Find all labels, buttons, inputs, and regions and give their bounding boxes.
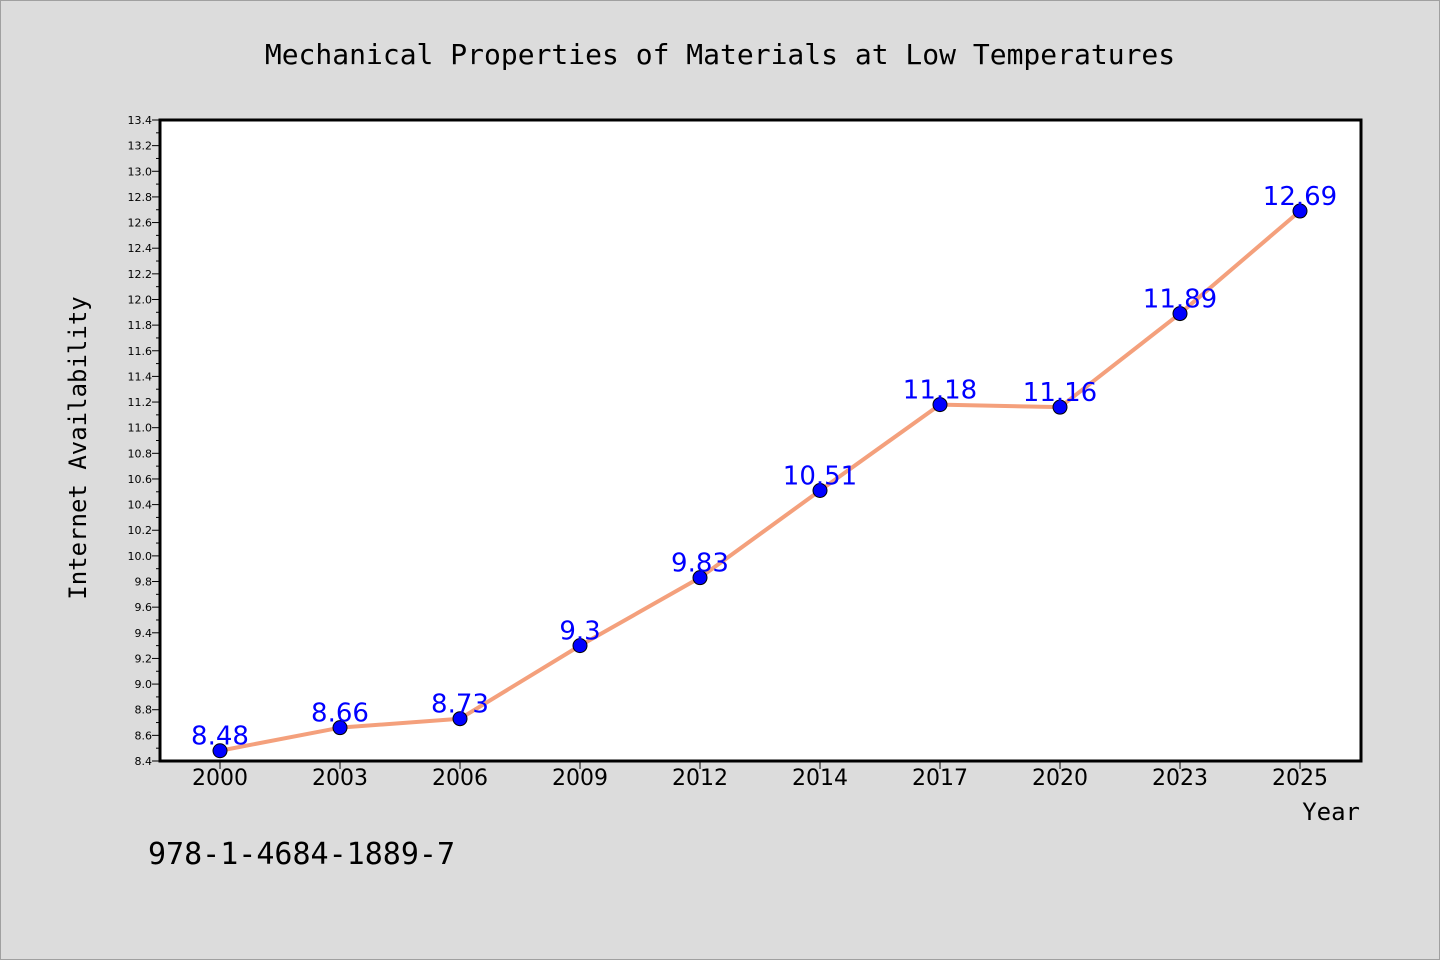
x-tick-label: 2025 xyxy=(1272,766,1328,791)
x-tick-label: 2023 xyxy=(1152,766,1208,791)
x-tick-label: 2003 xyxy=(312,766,368,791)
data-label: 11.18 xyxy=(903,376,977,406)
y-tick-label: 10.8 xyxy=(128,447,153,460)
data-label: 8.66 xyxy=(311,699,369,729)
data-label: 11.16 xyxy=(1023,378,1097,408)
x-tick-label: 2000 xyxy=(192,766,248,791)
data-labels: 8.48 8.66 8.73 9.3 9.83 10.51 11.18 11.16 11.89 1… xyxy=(191,182,1337,752)
data-label: 9.83 xyxy=(671,549,729,579)
series-line xyxy=(219,209,1302,753)
y-tick-label: 10.4 xyxy=(128,499,153,512)
y-axis: 8.4 8.6 8.8 9.0 9.2 9.4 9.6 9.8 10.0 10.2 10.4 10.6… xyxy=(128,114,160,768)
x-tick-label: 2020 xyxy=(1032,766,1088,791)
y-tick-label: 13.2 xyxy=(128,140,153,153)
x-tick-label: 2006 xyxy=(432,766,488,791)
data-point xyxy=(1052,399,1068,415)
x-tick-label: 2012 xyxy=(672,766,728,791)
x-axis-label: Year xyxy=(1302,798,1360,826)
data-label: 8.48 xyxy=(191,722,249,752)
isbn-annotation: 978-1-4684-1889-7 xyxy=(148,837,455,872)
y-tick-label: 11.2 xyxy=(128,396,153,409)
y-tick-label: 12.8 xyxy=(128,191,153,204)
data-point xyxy=(1292,203,1308,219)
y-tick-label: 10.2 xyxy=(128,524,153,537)
plot-area xyxy=(158,118,1363,763)
chart-title: Mechanical Properties of Materials at Lo… xyxy=(265,38,1175,71)
y-tick-label: 9.2 xyxy=(135,652,153,665)
data-point xyxy=(692,570,708,586)
x-tick-label: 2014 xyxy=(792,766,848,791)
y-tick-label: 12.2 xyxy=(128,268,153,281)
y-tick-label: 9.0 xyxy=(135,678,153,691)
y-axis-label: Internet Availability xyxy=(64,296,92,599)
y-tick-label: 10.6 xyxy=(128,473,153,486)
y-tick-label: 13.4 xyxy=(128,114,153,127)
y-tick-label: 12.6 xyxy=(128,217,153,230)
x-tick-label: 2009 xyxy=(552,766,608,791)
y-tick-label: 11.8 xyxy=(128,319,153,332)
data-point xyxy=(332,720,348,736)
data-point xyxy=(812,482,828,498)
y-tick-label: 13.0 xyxy=(128,165,153,178)
y-tick-label: 12.4 xyxy=(128,242,153,255)
y-tick-label: 9.4 xyxy=(135,627,153,640)
y-tick-label: 8.4 xyxy=(135,755,153,768)
series-line-group xyxy=(219,209,1302,753)
data-label: 11.89 xyxy=(1143,285,1217,315)
data-label: 12.69 xyxy=(1263,182,1337,212)
x-tick-label: 2017 xyxy=(912,766,968,791)
y-tick-label: 12.0 xyxy=(128,293,153,306)
data-label: 8.73 xyxy=(431,690,489,720)
data-point xyxy=(212,743,228,759)
x-axis: 2000 2003 2006 2009 2012 2014 2017 2020 2023 2025 xyxy=(192,761,1328,791)
data-point xyxy=(932,397,948,413)
y-tick-label: 9.8 xyxy=(135,576,153,589)
y-tick-label: 9.6 xyxy=(135,601,153,614)
y-tick-label: 10.0 xyxy=(128,550,153,563)
data-label: 9.3 xyxy=(559,617,600,647)
data-point xyxy=(1172,306,1188,322)
y-tick-label: 11.6 xyxy=(128,345,153,358)
data-point xyxy=(452,711,468,727)
data-points xyxy=(212,203,1308,759)
y-tick-label: 8.8 xyxy=(135,704,153,717)
data-point xyxy=(572,638,588,654)
data-label: 10.51 xyxy=(783,461,857,491)
y-tick-label: 8.6 xyxy=(135,729,153,742)
y-tick-label: 11.0 xyxy=(128,422,153,435)
y-tick-label: 11.4 xyxy=(128,370,153,383)
